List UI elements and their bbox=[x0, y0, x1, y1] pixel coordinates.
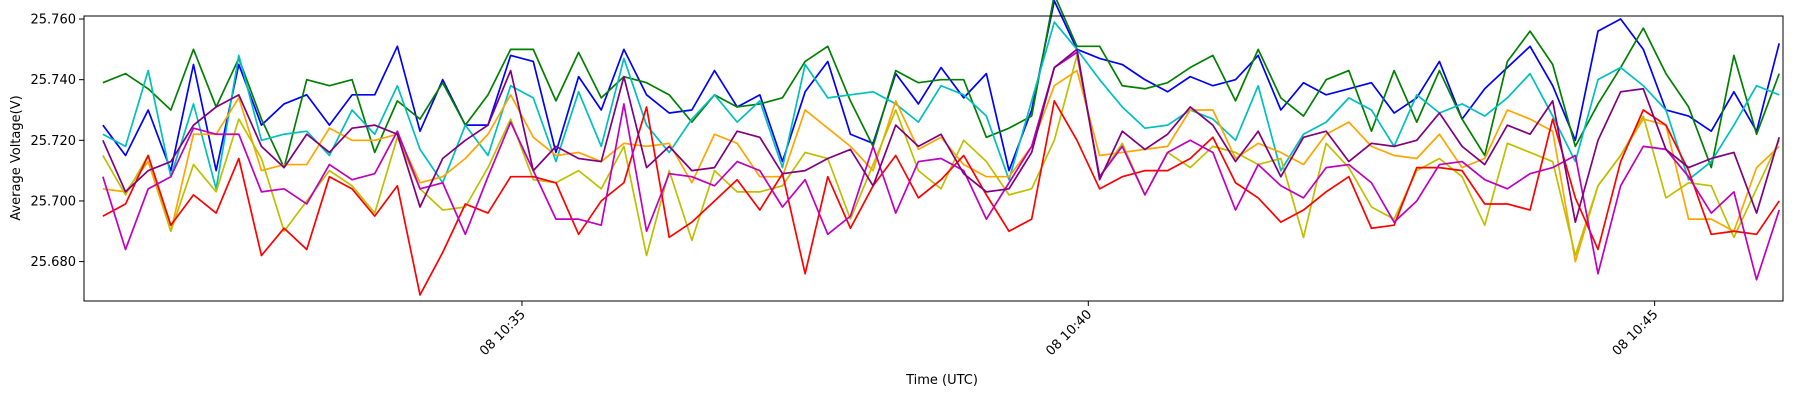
series-line bbox=[102, 54, 1780, 257]
x-axis-label: Time (UTC) bbox=[905, 373, 978, 388]
y-tick-label: 25.720 bbox=[31, 134, 77, 149]
series-line bbox=[102, 21, 1780, 190]
y-tick-label: 25.680 bbox=[31, 255, 77, 270]
series-line bbox=[102, 0, 1781, 172]
series-line bbox=[102, 48, 1781, 224]
plot-frame bbox=[83, 15, 1784, 302]
series-line bbox=[102, 69, 1780, 263]
y-tick-label: 25.760 bbox=[31, 13, 77, 28]
y-axis-label: Average Voltage(V) bbox=[9, 95, 24, 220]
y-tick-label: 25.740 bbox=[31, 73, 77, 88]
series-line bbox=[102, 0, 1781, 169]
series-line bbox=[102, 100, 1780, 296]
series-line bbox=[102, 51, 1781, 281]
y-tick-label: 25.700 bbox=[31, 194, 77, 209]
